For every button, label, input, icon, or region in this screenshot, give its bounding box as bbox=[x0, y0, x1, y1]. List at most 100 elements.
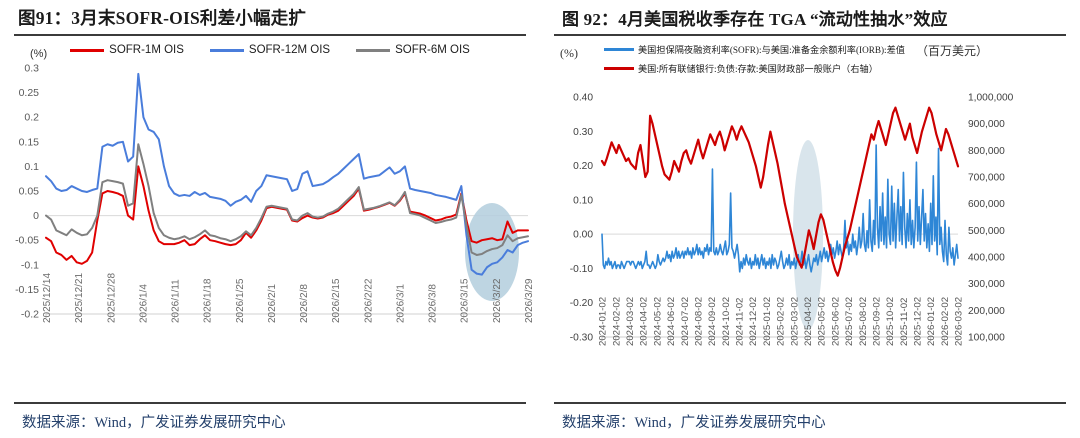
right-x-tick-label: 2024-07-02 bbox=[680, 297, 691, 346]
right-y2-tick-label: 300,000 bbox=[968, 279, 1005, 290]
left-chart-legend: SOFR-1M OIS SOFR-12M OIS SOFR-6M OIS bbox=[0, 36, 540, 56]
left-figure-title: 图91：3月末SOFR-OIS利差小幅走扩 bbox=[18, 8, 307, 28]
left-y-tick-label: -0.05 bbox=[15, 235, 39, 247]
right-x-tick-label: 2024-02-02 bbox=[611, 297, 622, 346]
left-y-tick-label: -0.1 bbox=[21, 259, 39, 271]
legend-swatch-sofr-12m bbox=[209, 48, 244, 52]
right-chart-unit-label-right: （百万美元） bbox=[916, 44, 989, 58]
right-y-tick-label: -0.10 bbox=[570, 264, 594, 275]
left-x-tick-label: 2025/12/21 bbox=[74, 273, 85, 323]
right-series-line-1 bbox=[600, 106, 960, 277]
left-y-tick-label: 0.2 bbox=[24, 112, 39, 124]
right-y-tick-label: 0.00 bbox=[573, 230, 593, 241]
legend-item-sofr-12m: SOFR-12M OIS bbox=[209, 44, 331, 57]
left-y-tick-label: -0.2 bbox=[21, 309, 39, 321]
right-y2-tick-label: 200,000 bbox=[968, 306, 1005, 317]
left-source-note: 数据来源：Wind，广发证券发展研究中心 bbox=[22, 415, 286, 431]
left-x-tick-label: 2026/3/1 bbox=[396, 284, 407, 323]
right-x-tick-label: 2025-12-02 bbox=[913, 297, 924, 346]
right-x-tick-label: 2026-03-02 bbox=[954, 297, 965, 346]
left-x-tick-label: 2025/12/14 bbox=[42, 273, 53, 323]
legend-swatch-sofr-6m bbox=[356, 48, 391, 52]
right-x-tick-label: 2024-09-02 bbox=[707, 297, 718, 346]
left-x-tick-label: 2026/2/1 bbox=[267, 284, 278, 323]
right-x-tick-label: 2025-04-02 bbox=[803, 297, 814, 346]
right-x-tick-label: 2025-10-02 bbox=[885, 297, 896, 346]
legend-label-sofr-12m: SOFR-12M OIS bbox=[248, 44, 331, 57]
right-series-line-0 bbox=[601, 144, 959, 273]
right-chart-legend: 美国担保隔夜融资利率(SOFR):与美国:准备金余额利率(IORB):差值 美国… bbox=[540, 36, 1080, 75]
legend-swatch-sofr-1m bbox=[70, 48, 105, 52]
left-chart-svg: 0.3 0.25 0.2 0.15 0.1 0.05 0 -0.05 -0.1 -0.15 -0.2… bbox=[15, 63, 535, 324]
left-x-tick-label: 2026/1/11 bbox=[171, 279, 182, 323]
right-y-tick-label: -0.20 bbox=[570, 298, 594, 309]
left-chart-unit-label: (%) bbox=[30, 48, 48, 60]
right-y-tick-label: 0.30 bbox=[573, 127, 593, 138]
left-y-tick-label: 0.05 bbox=[19, 186, 40, 198]
legend-label-sofr-6m: SOFR-6M OIS bbox=[395, 44, 470, 57]
right-x-tick-label: 2025-07-02 bbox=[844, 297, 855, 346]
right-x-tick-label: 2024-06-02 bbox=[666, 297, 677, 346]
right-chart-svg: 0.40 0.30 0.20 0.10 0.00 -0.10 -0.20 -0.30 1,000… bbox=[570, 93, 1014, 347]
right-source-note: 数据来源：Wind，广发证券发展研究中心 bbox=[562, 415, 826, 431]
legend-item-sofr-1m: SOFR-1M OIS bbox=[70, 44, 184, 56]
right-y2-tick-label: 800,000 bbox=[968, 146, 1005, 157]
left-y-tick-label: 0.1 bbox=[24, 161, 39, 173]
right-y-tick-label: 0.10 bbox=[573, 196, 593, 207]
left-x-tick-label: 2026/3/22 bbox=[492, 278, 503, 323]
left-x-tick-label: 2026/1/18 bbox=[203, 278, 214, 323]
right-x-tick-label: 2025-03-02 bbox=[789, 297, 800, 346]
right-x-tick-label: 2024-01-02 bbox=[598, 297, 609, 346]
left-x-tick-label: 2026/3/29 bbox=[524, 278, 535, 323]
legend-swatch-tga bbox=[604, 66, 634, 70]
right-x-tick-label: 2026-02-02 bbox=[940, 297, 951, 346]
right-y2-tick-label: 900,000 bbox=[968, 119, 1005, 130]
right-x-tick-label: 2024-12-02 bbox=[748, 297, 759, 346]
right-x-tick-label: 2025-11-02 bbox=[899, 298, 910, 346]
right-y-tick-label: 0.40 bbox=[573, 93, 593, 104]
right-x-tick-label: 2025-06-02 bbox=[830, 297, 841, 346]
right-y-tick-label: 0.20 bbox=[573, 161, 593, 172]
right-x-tick-label: 2024-10-02 bbox=[721, 297, 732, 346]
left-title-divider bbox=[14, 34, 526, 37]
right-x-tick-label: 2024-05-02 bbox=[652, 297, 663, 346]
left-y-tick-label: -0.15 bbox=[15, 284, 39, 296]
left-x-tick-label: 2026/3/15 bbox=[460, 278, 471, 323]
left-figure-panel: 图91：3月末SOFR-OIS利差小幅走扩 SOFR-1M OIS SOFR-1… bbox=[0, 8, 540, 431]
right-chart-unit-label-left: (%) bbox=[560, 46, 578, 60]
legend-label-sofr-1m: SOFR-1M OIS bbox=[109, 44, 184, 57]
right-x-tick-label: 2024-04-02 bbox=[639, 297, 650, 346]
left-footer-divider bbox=[14, 401, 526, 404]
right-x-tick-label: 2025-02-02 bbox=[776, 297, 787, 346]
left-x-tick-label: 2026/1/25 bbox=[235, 278, 246, 323]
legend-label-sofr-iorb: 美国担保隔夜融资利率(SOFR):与美国:准备金余额利率(IORB):差值 bbox=[638, 45, 905, 56]
left-x-tick-label: 2025/12/28 bbox=[106, 273, 117, 323]
left-y-tick-label: 0.25 bbox=[19, 87, 40, 99]
legend-label-tga: 美国:所有联储银行:负债:存款:美国财政部一般账户（右轴） bbox=[638, 64, 878, 75]
left-y-tick-label: 0.3 bbox=[24, 63, 39, 75]
legend-item-sofr-iorb: 美国担保隔夜融资利率(SOFR):与美国:准备金余额利率(IORB):差值 bbox=[604, 42, 1080, 56]
right-x-tick-label: 2025-01-02 bbox=[762, 297, 773, 346]
right-figure-title: 图 92：4月美国税收季存在 TGA “流动性抽水”效应 bbox=[562, 10, 948, 29]
right-y-tick-label: -0.30 bbox=[570, 333, 594, 344]
right-y2-tick-label: 1,000,000 bbox=[968, 93, 1014, 104]
right-footer-divider bbox=[554, 401, 1066, 404]
right-y2-tick-label: 700,000 bbox=[968, 173, 1005, 184]
right-y2-tick-label: 600,000 bbox=[968, 199, 1005, 210]
left-series-line-1 bbox=[45, 73, 529, 276]
right-x-tick-label: 2025-08-02 bbox=[858, 297, 869, 346]
right-title-divider bbox=[554, 34, 1066, 37]
legend-item-sofr-6m: SOFR-6M OIS bbox=[356, 44, 470, 56]
right-figure-panel: 图 92：4月美国税收季存在 TGA “流动性抽水”效应 美国担保隔夜融资利率(… bbox=[540, 0, 1080, 438]
left-x-tick-label: 2026/3/8 bbox=[428, 284, 439, 323]
right-y2-tick-label: 500,000 bbox=[968, 226, 1005, 237]
right-x-tick-label: 2024-08-02 bbox=[693, 297, 704, 346]
right-y2-tick-label: 100,000 bbox=[968, 333, 1005, 344]
legend-swatch-sofr-iorb bbox=[604, 47, 634, 51]
left-series-line-2 bbox=[45, 143, 529, 257]
left-y-tick-label: 0.15 bbox=[19, 136, 40, 148]
left-x-tick-label: 2026/2/22 bbox=[363, 278, 374, 323]
left-x-tick-label: 2026/2/8 bbox=[299, 284, 310, 323]
right-x-tick-label: 2025-05-02 bbox=[817, 297, 828, 346]
right-x-tick-label: 2024-03-02 bbox=[625, 297, 636, 346]
